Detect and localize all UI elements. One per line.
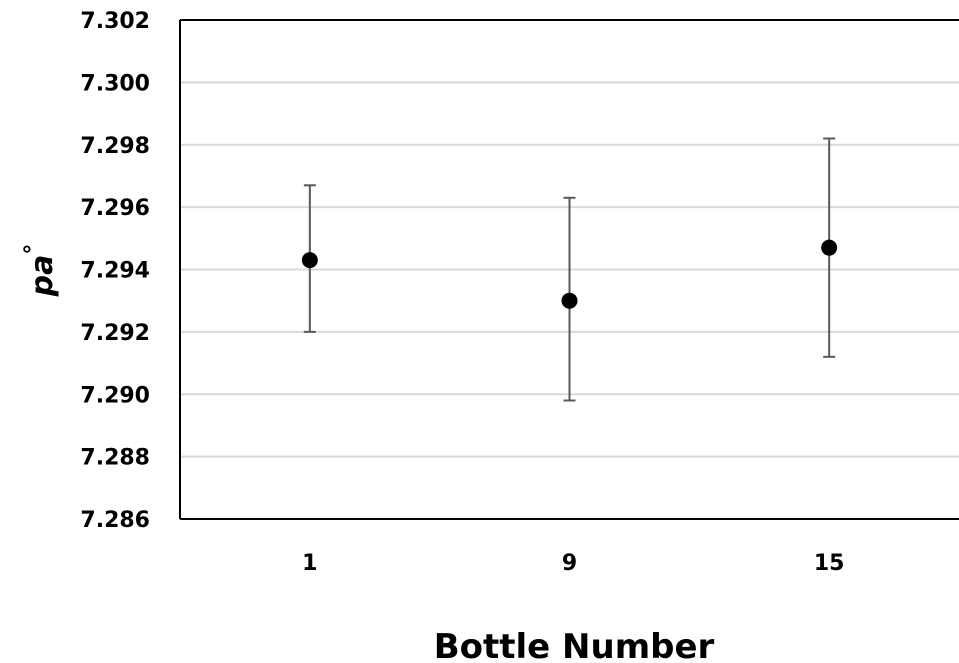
y-axis-title-main: pa — [25, 255, 60, 298]
data-points — [301, 239, 838, 309]
y-tick-label: 7.294 — [80, 259, 150, 284]
y-tick-label: 7.302 — [80, 9, 150, 34]
y-axis-title-superscript: ° — [21, 244, 46, 255]
axes — [179, 19, 959, 520]
y-axis-title: pa° — [21, 244, 60, 298]
data-point — [301, 252, 318, 269]
y-tick-label: 7.300 — [80, 71, 150, 96]
y-tick-label: 7.288 — [80, 446, 150, 471]
x-tick-label: 9 — [562, 551, 577, 576]
x-tick-labels: 1 9 15 — [302, 551, 844, 576]
x-axis-title: Bottle Number — [434, 627, 715, 663]
y-tick-labels: 7.286 7.288 7.290 7.292 7.294 7.296 7.298 7.300… — [80, 9, 150, 533]
data-point — [561, 292, 578, 309]
x-tick-label: 1 — [302, 551, 317, 576]
x-tick-label: 15 — [814, 551, 845, 576]
y-tick-label: 7.290 — [80, 383, 150, 408]
y-tick-label: 7.292 — [80, 321, 150, 346]
y-tick-label: 7.298 — [80, 134, 150, 159]
data-point — [821, 239, 838, 256]
y-tick-label: 7.296 — [80, 196, 150, 221]
y-tick-label: 7.286 — [80, 508, 150, 533]
